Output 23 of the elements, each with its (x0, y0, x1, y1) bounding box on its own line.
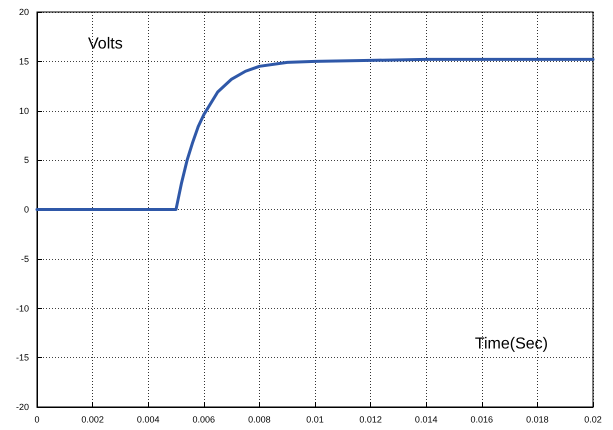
x-tick-label: 0 (34, 414, 40, 424)
y-tick-label: -5 (20, 254, 29, 264)
x-tick-label: 0.01 (306, 414, 324, 424)
x-tick-label: 0.004 (136, 414, 160, 424)
x-tick-label: 0.008 (248, 414, 271, 424)
x-tick-label: 0.002 (81, 414, 104, 424)
x-tick-label: 0.018 (526, 414, 549, 424)
x-tick-label: 0.014 (414, 414, 438, 424)
x-tick-label: 0.006 (192, 414, 216, 424)
annotation: Volts (88, 36, 123, 52)
y-tick-label: -20 (16, 402, 29, 412)
line-series (36, 58, 594, 211)
annotation: Time(Sec) (474, 336, 548, 352)
y-tick-label: 0 (24, 204, 29, 214)
y-tick-label: -10 (16, 303, 29, 314)
y-tick-label: 20 (18, 7, 29, 17)
x-tick-label: 0.012 (359, 414, 382, 424)
x-tick-label: 0.016 (470, 414, 494, 424)
y-tick-label: 15 (18, 56, 29, 66)
y-tick-label: 5 (24, 155, 29, 166)
y-tick-label: -15 (16, 352, 29, 363)
y-tick-label: 10 (18, 106, 29, 116)
x-tick-label: 0.02 (584, 414, 602, 424)
